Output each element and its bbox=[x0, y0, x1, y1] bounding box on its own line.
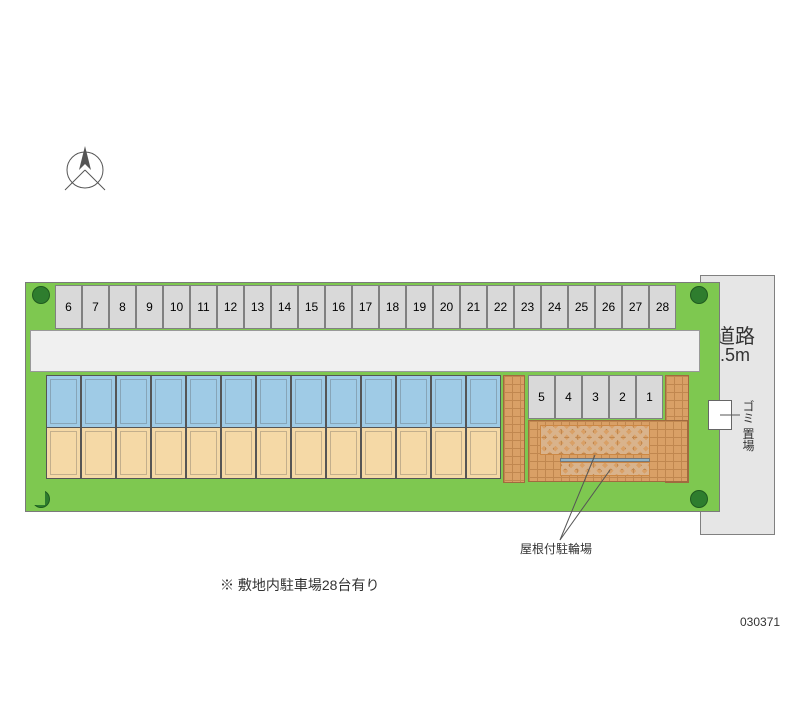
leader-line bbox=[0, 0, 800, 727]
grass-strip bbox=[27, 375, 45, 505]
id-number: 030371 bbox=[740, 615, 780, 629]
site-plan: 道路 6.5m 67891011121314151617181920212223… bbox=[0, 0, 800, 727]
bicycle-label: 屋根付駐輪場 bbox=[520, 540, 592, 557]
parking-note: ※ 敷地内駐車場28台有り bbox=[220, 575, 379, 595]
